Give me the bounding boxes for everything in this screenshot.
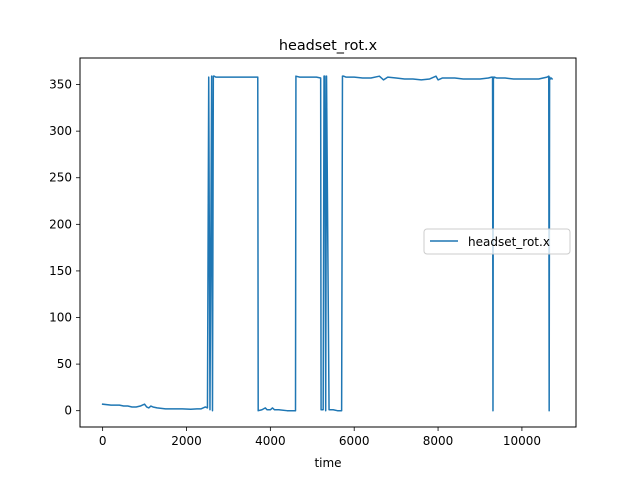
x-tick-label: 2000 [171, 434, 202, 448]
x-tick-label: 6000 [339, 434, 370, 448]
legend: headset_rot.x [423, 228, 571, 255]
y-tick-label: 200 [49, 217, 72, 231]
y-tick-label: 350 [49, 78, 72, 92]
y-tick-label: 50 [57, 357, 72, 371]
legend-label: headset_rot.x [468, 235, 550, 249]
y-tick-label: 150 [49, 264, 72, 278]
x-axis-label: time [314, 456, 341, 470]
chart-title: headset_rot.x [279, 38, 378, 54]
legend-box [423, 228, 571, 255]
series-line-0 [101, 75, 554, 412]
y-tick-label: 300 [49, 124, 72, 138]
plot-area [101, 75, 554, 412]
x-axis-ticks: 0 2000 4000 6000 8000 10000 [99, 427, 541, 448]
y-axis-ticks: 0 50 100 150 200 250 300 350 [49, 78, 80, 418]
x-tick-label: 8000 [423, 434, 454, 448]
y-tick-label: 250 [49, 171, 72, 185]
x-tick-label: 10000 [503, 434, 541, 448]
x-tick-label: 0 [99, 434, 107, 448]
y-tick-label: 0 [64, 404, 72, 418]
x-tick-label: 4000 [255, 434, 286, 448]
y-tick-label: 100 [49, 311, 72, 325]
plot-frame [79, 57, 577, 428]
